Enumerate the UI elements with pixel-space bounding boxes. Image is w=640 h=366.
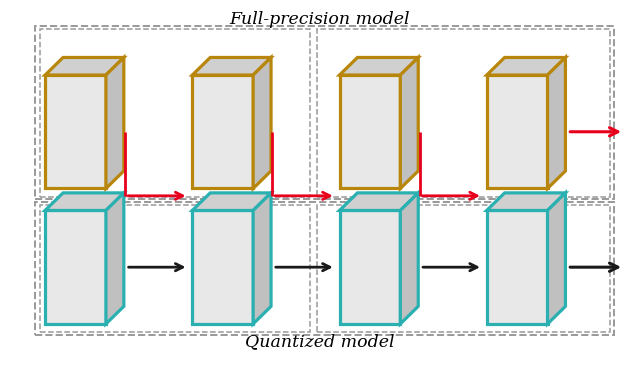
Polygon shape	[487, 57, 566, 75]
Bar	[317, 29, 610, 197]
Polygon shape	[401, 193, 419, 324]
Polygon shape	[487, 75, 548, 188]
Bar	[40, 205, 310, 332]
Polygon shape	[45, 210, 106, 324]
Bar	[40, 29, 310, 197]
Polygon shape	[548, 57, 566, 188]
Polygon shape	[253, 57, 271, 188]
Polygon shape	[253, 193, 271, 324]
Polygon shape	[45, 193, 124, 210]
Bar	[317, 205, 610, 332]
Polygon shape	[106, 57, 124, 188]
Polygon shape	[45, 75, 106, 188]
Bar	[35, 26, 614, 199]
Polygon shape	[192, 193, 271, 210]
Polygon shape	[192, 57, 271, 75]
Text: Quantized model: Quantized model	[245, 334, 395, 351]
Polygon shape	[487, 210, 548, 324]
Text: Full-precision model: Full-precision model	[230, 11, 410, 28]
Polygon shape	[339, 210, 401, 324]
Polygon shape	[45, 57, 124, 75]
Polygon shape	[339, 57, 419, 75]
Bar	[35, 202, 614, 335]
Polygon shape	[401, 57, 419, 188]
Polygon shape	[192, 75, 253, 188]
Polygon shape	[339, 75, 401, 188]
Polygon shape	[106, 193, 124, 324]
Polygon shape	[548, 193, 566, 324]
Polygon shape	[339, 193, 419, 210]
Polygon shape	[192, 210, 253, 324]
Polygon shape	[487, 193, 566, 210]
